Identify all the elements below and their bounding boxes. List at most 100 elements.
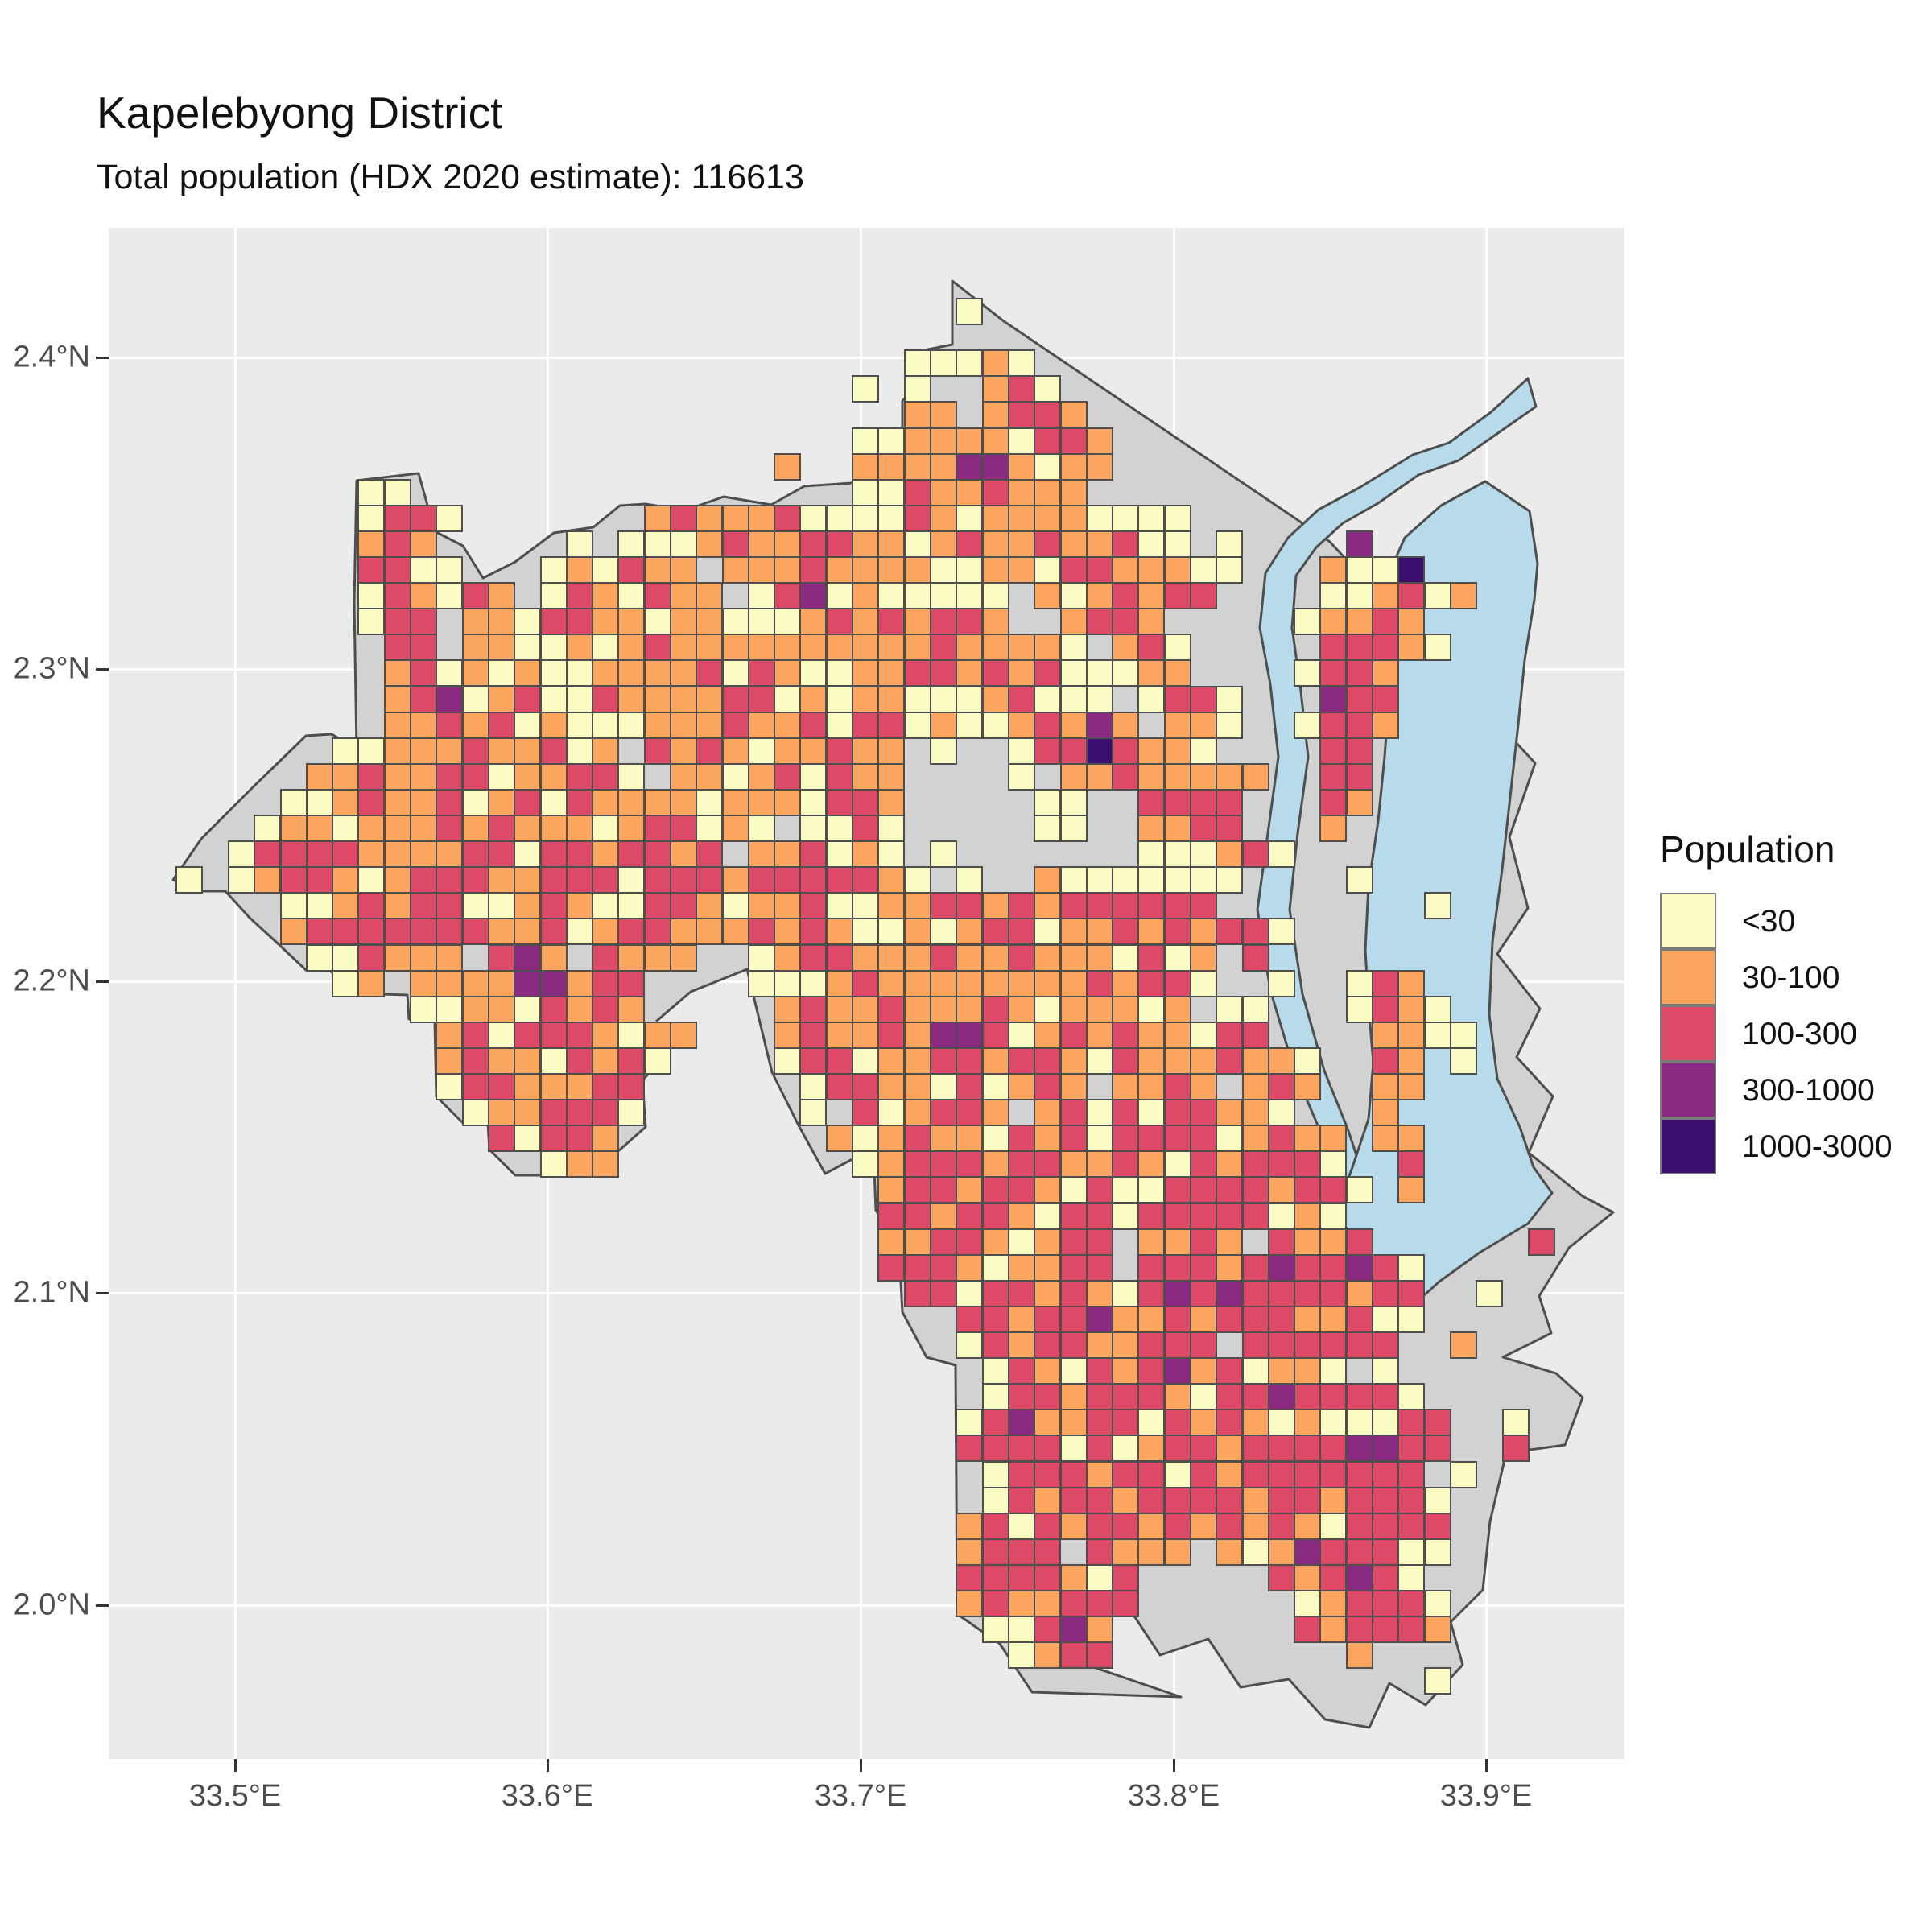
- population-cell-class-3: [436, 892, 463, 919]
- population-cell-class-2: [877, 1176, 905, 1203]
- population-cell-class-2: [1034, 1280, 1061, 1307]
- population-cell-class-1: [1268, 840, 1295, 868]
- population-cell-class-3: [1294, 1254, 1321, 1282]
- population-cell-class-3: [1034, 1564, 1061, 1591]
- population-cell-class-2: [1112, 996, 1139, 1023]
- population-cell-class-2: [592, 840, 619, 868]
- population-cell-class-3: [1268, 1435, 1295, 1462]
- population-cell-class-2: [956, 970, 983, 997]
- population-cell-class-1: [1190, 1022, 1217, 1049]
- population-cell-class-3: [1008, 918, 1035, 945]
- population-cell-class-1: [1137, 530, 1165, 558]
- population-cell-class-3: [357, 944, 385, 972]
- population-cell-class-2: [1008, 659, 1035, 687]
- population-cell-class-2: [1060, 996, 1088, 1023]
- population-cell-class-3: [1242, 1280, 1269, 1307]
- population-cell-class-2: [514, 1047, 541, 1075]
- population-cell-class-3: [1372, 1280, 1399, 1307]
- panel-gridline-vertical: [234, 228, 237, 1759]
- population-cell-class-3: [982, 1331, 1009, 1359]
- population-cell-class-2: [1086, 1616, 1113, 1643]
- population-cell-class-3: [1294, 1280, 1321, 1307]
- population-cell-class-2: [982, 686, 1009, 713]
- population-cell-class-3: [1008, 1461, 1035, 1488]
- population-cell-class-2: [1086, 918, 1113, 945]
- population-cell-class-2: [1008, 970, 1035, 997]
- population-cell-class-3: [1008, 401, 1035, 428]
- population-cell-class-3: [904, 659, 931, 687]
- population-cell-class-2: [592, 659, 619, 687]
- population-cell-class-2: [1164, 996, 1191, 1023]
- population-cell-class-3: [1060, 1280, 1088, 1307]
- population-cell-class-3: [1190, 815, 1217, 842]
- population-cell-class-3: [1268, 1513, 1295, 1540]
- population-cell-class-1: [462, 686, 489, 713]
- population-cell-class-2: [436, 970, 463, 997]
- population-cell-class-3: [1346, 1331, 1373, 1359]
- population-cell-class-3: [1372, 1564, 1399, 1591]
- population-cell-class-2: [1372, 1073, 1399, 1100]
- population-cell-class-3: [1034, 1616, 1061, 1643]
- population-cell-class-2: [1137, 918, 1165, 945]
- population-cell-class-3: [1216, 1409, 1243, 1436]
- population-cell-class-2: [904, 918, 931, 945]
- population-cell-class-2: [1008, 1203, 1035, 1230]
- population-cell-class-3: [1346, 1590, 1373, 1617]
- population-cell-class-2: [462, 659, 489, 687]
- population-cell-class-2: [774, 737, 801, 765]
- population-cell-class-2: [982, 1150, 1009, 1178]
- population-cell-class-2: [1319, 1590, 1347, 1617]
- population-cell-class-1: [1060, 659, 1088, 687]
- population-cell-class-2: [1086, 944, 1113, 972]
- population-cell-class-2: [1268, 1538, 1295, 1566]
- population-cell-class-2: [1137, 1228, 1165, 1256]
- population-cell-class-3: [982, 1203, 1009, 1230]
- population-cell-class-1: [670, 530, 697, 558]
- population-cell-class-3: [877, 712, 905, 739]
- population-cell-class-3: [930, 659, 957, 687]
- population-cell-class-1: [852, 1047, 879, 1075]
- population-cell-class-3: [1216, 1176, 1243, 1203]
- population-cell-class-1: [982, 1487, 1009, 1514]
- population-cell-class-2: [488, 1047, 515, 1075]
- population-cell-class-3: [877, 1254, 905, 1282]
- population-cell-class-2: [670, 686, 697, 713]
- population-cell-class-1: [462, 1099, 489, 1126]
- legend-item: <30: [1660, 893, 1926, 950]
- population-cell-class-1: [1319, 1150, 1347, 1178]
- population-cell-class-1: [774, 608, 801, 635]
- population-cell-class-3: [617, 970, 645, 997]
- population-cell-class-2: [1164, 712, 1191, 739]
- population-cell-class-1: [1476, 1280, 1503, 1307]
- population-cell-class-1: [1164, 1461, 1191, 1488]
- population-cell-class-2: [670, 608, 697, 635]
- population-cell-class-4: [799, 582, 827, 609]
- population-cell-class-2: [956, 659, 983, 687]
- population-cell-class-1: [956, 349, 983, 377]
- population-cell-class-1: [1034, 556, 1061, 584]
- population-cell-class-3: [384, 505, 411, 532]
- population-cell-class-2: [956, 1176, 983, 1203]
- population-cell-class-1: [852, 1125, 879, 1152]
- population-cell-class-3: [566, 840, 593, 868]
- population-cell-class-3: [799, 840, 827, 868]
- population-cell-class-1: [540, 1047, 568, 1075]
- population-cell-class-2: [956, 1538, 983, 1566]
- population-cell-class-1: [1034, 815, 1061, 842]
- population-cell-class-3: [1137, 892, 1165, 919]
- population-cell-class-2: [930, 479, 957, 506]
- population-cell-class-2: [1060, 1047, 1088, 1075]
- population-cell-class-1: [1086, 1564, 1113, 1591]
- population-cell-class-3: [1372, 634, 1399, 661]
- population-cell-class-2: [514, 866, 541, 894]
- population-cell-class-1: [617, 763, 645, 791]
- population-cell-class-2: [1086, 530, 1113, 558]
- population-cell-class-2: [722, 918, 749, 945]
- population-cell-class-3: [956, 1047, 983, 1075]
- population-cell-class-3: [1372, 1047, 1399, 1075]
- population-cell-class-1: [1008, 737, 1035, 765]
- population-cell-class-1: [852, 479, 879, 506]
- population-cell-class-3: [592, 866, 619, 894]
- population-cell-class-2: [1060, 1150, 1088, 1178]
- population-cell-class-3: [540, 892, 568, 919]
